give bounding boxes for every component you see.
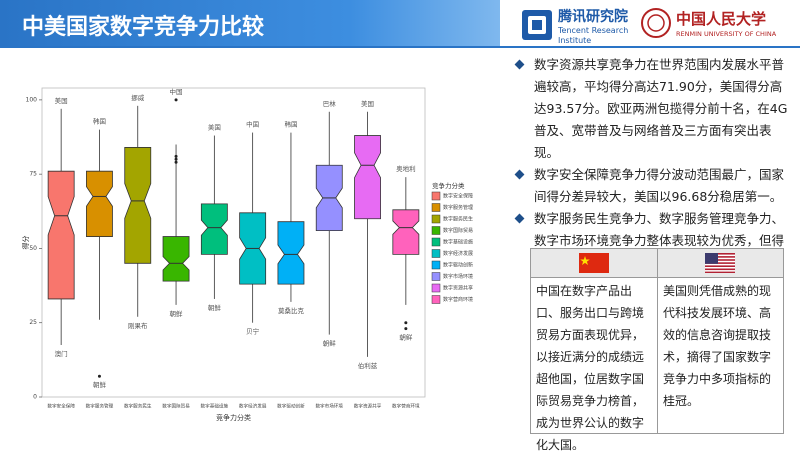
legend-title: 竞争力分类 xyxy=(432,181,465,190)
legend-label: 数字国际贸易 xyxy=(443,227,473,234)
bottom-label: 朝鲜 xyxy=(170,309,184,318)
y-tick-label: 100 xyxy=(26,96,38,103)
title-bar xyxy=(0,0,500,46)
legend-label: 数字安全保障 xyxy=(443,193,473,200)
x-tick-label: 数字国际贸易 xyxy=(162,403,190,410)
bullet-list: 数字资源共享竞争力在世界范围内发展水平普遍较高，平均得分高达71.90分，美国得… xyxy=(512,54,790,274)
bullet: 数字资源共享竞争力在世界范围内发展水平普遍较高，平均得分高达71.90分，美国得… xyxy=(512,54,790,164)
y-tick-label: 0 xyxy=(33,394,37,401)
bottom-label: 朝鲜 xyxy=(399,333,413,342)
slide-title: 中美国家数字竞争力比较 xyxy=(22,15,265,40)
top-label: 美国 xyxy=(208,123,221,132)
x-tick-label: 数字市场环境 xyxy=(315,403,343,410)
outlier xyxy=(404,321,408,325)
renmin-logo-icon xyxy=(641,8,671,38)
legend-swatch xyxy=(431,191,441,201)
outlier xyxy=(404,327,408,331)
bottom-label: 贝宁 xyxy=(246,327,260,336)
box xyxy=(392,209,420,255)
top-label: 巴林 xyxy=(323,99,337,108)
legend-swatch xyxy=(431,226,441,235)
x-tick-label: 数字基础设施 xyxy=(201,403,229,410)
outlier xyxy=(174,98,178,102)
column-divider xyxy=(657,249,658,433)
outlier xyxy=(174,154,178,158)
box xyxy=(47,170,75,300)
legend-swatch xyxy=(431,260,441,270)
outlier xyxy=(97,374,101,378)
bottom-label: 朝鲜 xyxy=(93,380,107,389)
outlier xyxy=(174,160,178,164)
usa-text: 美国则凭借成熟的现代科技发展环境、高效的信息咨询提取技术，摘得了国家数字竞争力中… xyxy=(663,284,772,408)
top-label: 中国 xyxy=(170,87,183,96)
y-tick-label: 75 xyxy=(29,171,37,178)
x-tick-label: 数字服务管理 xyxy=(86,403,114,410)
x-tick-label: 数字服务民生 xyxy=(124,403,152,410)
tencent-logo-icon xyxy=(522,10,552,40)
logo-subtitle: Tencent Research Institute xyxy=(558,26,629,45)
bottom-label: 朝鲜 xyxy=(323,339,337,348)
china-flag xyxy=(579,253,609,273)
bottom-label: 澳门 xyxy=(55,349,68,358)
logo-name: 中国人民大学 xyxy=(676,10,767,28)
legend-label: 数字市场环境 xyxy=(443,273,473,280)
header-rule xyxy=(0,46,800,48)
tencent-logo: 腾讯研究院 Tencent Research Institute xyxy=(558,6,648,46)
legend-swatch xyxy=(431,283,441,293)
legend-label: 数字资源共享 xyxy=(443,285,473,292)
x-axis-label: 竞争力分类 xyxy=(216,413,251,422)
top-label: 韩国 xyxy=(93,117,106,126)
x-tick-label: 数字驱动创新 xyxy=(277,403,305,410)
legend-swatch xyxy=(431,214,441,224)
top-label: 中国 xyxy=(246,120,259,129)
legend-label: 数字经济发展 xyxy=(443,250,473,257)
box xyxy=(354,135,381,220)
bottom-label: 朝鲜 xyxy=(208,303,222,312)
x-tick-label: 数字营商环境 xyxy=(392,403,420,410)
legend-swatch xyxy=(431,249,441,258)
box xyxy=(124,147,152,264)
box xyxy=(162,236,190,282)
x-tick-label: 数字经济发展 xyxy=(239,403,267,410)
y-axis-label: 得分 xyxy=(21,236,30,250)
box-chart: 0255075100得分竞争力分类数字安全保障美国澳门数字服务管理韩国朝鲜数字服… xyxy=(21,87,473,422)
comparison-table: 中国在数字产品出口、服务出口与跨境贸易方面表现优异，以接近满分的成绩远超他国，位… xyxy=(530,248,784,452)
legend-swatch xyxy=(431,295,441,304)
legend-label: 数字服务管理 xyxy=(443,204,473,211)
usa-flag xyxy=(705,253,735,273)
bottom-label: 刚果布 xyxy=(128,321,148,330)
logo-subtitle: RENMIN UNIVERSITY OF CHINA xyxy=(676,30,777,38)
renmin-logo: 中国人民大学 RENMIN UNIVERSITY OF CHINA xyxy=(676,8,800,39)
legend-swatch xyxy=(431,272,441,281)
bottom-label: 莫桑比克 xyxy=(278,306,305,315)
legend-label: 数字服务民生 xyxy=(443,216,473,223)
bullet: 数字安全保障竞争力得分波动范围最广，国家间得分差异较大，美国以96.68分稳居第… xyxy=(512,164,790,208)
outlier xyxy=(174,157,178,161)
top-label: 韩国 xyxy=(284,120,297,129)
box xyxy=(86,170,113,237)
legend-label: 数字驱动创新 xyxy=(443,262,473,269)
legend-swatch xyxy=(431,237,441,247)
box xyxy=(200,203,228,255)
legend-swatch xyxy=(431,203,441,212)
logo-name: 腾讯研究院 xyxy=(558,9,628,25)
china-text: 中国在数字产品出口、服务出口与跨境贸易方面表现优异，以接近满分的成绩远超他国，位… xyxy=(536,284,645,452)
box xyxy=(277,221,305,285)
top-label: 奥地利 xyxy=(396,164,416,173)
top-label: 美国 xyxy=(361,99,374,108)
bottom-label: 伯利兹 xyxy=(358,361,378,370)
legend-label: 数字营商环境 xyxy=(443,296,473,303)
x-tick-label: 数字安全保障 xyxy=(47,403,75,410)
x-tick-label: 数字资源共享 xyxy=(354,403,382,410)
y-tick-label: 25 xyxy=(29,319,37,326)
top-label: 美国 xyxy=(55,96,68,105)
y-tick-label: 50 xyxy=(29,245,37,252)
legend-label: 数字基础设施 xyxy=(443,239,473,246)
top-label: 挪威 xyxy=(131,93,145,102)
